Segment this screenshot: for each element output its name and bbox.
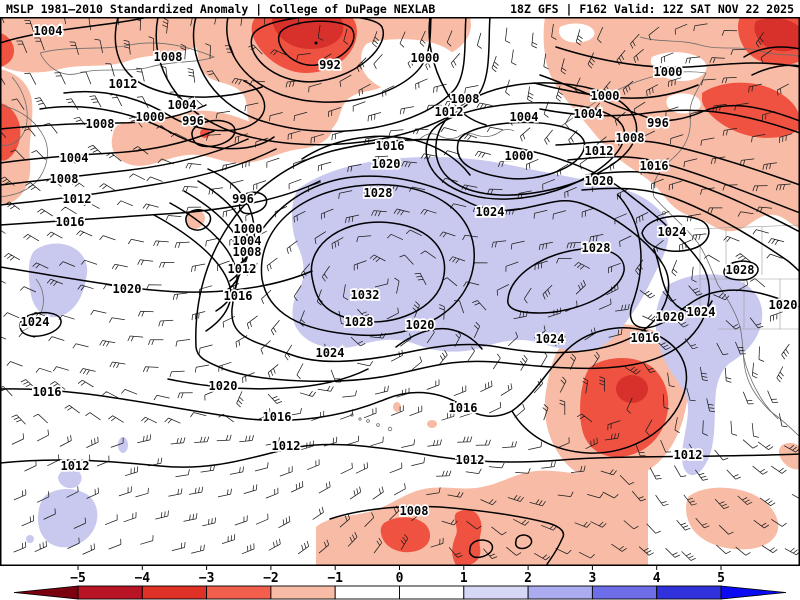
svg-text:1016: 1016 (33, 385, 62, 399)
colorbar-left-arrow (13, 585, 79, 600)
svg-text:1000: 1000 (234, 222, 263, 236)
colorbar-segment (141, 585, 208, 600)
svg-text:1000: 1000 (591, 89, 620, 103)
colorbar-tick-label: 3 (588, 571, 596, 586)
colorbar-tick-label: −4 (134, 571, 150, 586)
svg-text:996: 996 (182, 114, 204, 128)
svg-text:1028: 1028 (582, 241, 611, 255)
svg-text:1016: 1016 (224, 289, 253, 303)
svg-text:1004: 1004 (60, 151, 89, 165)
svg-text:1000: 1000 (505, 149, 534, 163)
svg-text:1020: 1020 (406, 318, 435, 332)
svg-text:1004: 1004 (168, 98, 197, 112)
svg-text:996: 996 (232, 192, 254, 206)
svg-text:1008: 1008 (400, 504, 429, 518)
svg-text:1024: 1024 (658, 225, 687, 239)
colorbar-segment (399, 585, 465, 600)
titlebar: MSLP 1981–2010 Standardized Anomaly | Co… (0, 0, 800, 17)
svg-text:996: 996 (647, 116, 669, 130)
svg-text:1008: 1008 (233, 245, 262, 259)
svg-text:1020: 1020 (585, 174, 614, 188)
colorbar-segment (77, 585, 143, 600)
svg-text:1024: 1024 (316, 346, 345, 360)
svg-text:1012: 1012 (272, 439, 301, 453)
svg-text:1008: 1008 (154, 50, 183, 64)
colorbar-tick-label: 2 (524, 571, 532, 586)
svg-text:1016: 1016 (56, 215, 85, 229)
svg-text:1012: 1012 (585, 144, 614, 158)
svg-text:992: 992 (319, 58, 341, 72)
low-center-marks (314, 41, 524, 159)
colorbar-segment (206, 585, 272, 600)
svg-text:1012: 1012 (674, 448, 703, 462)
model-run-info: 18Z GFS | F162 Valid: 12Z SAT NOV 22 202… (510, 1, 794, 16)
colorbar-segment (591, 585, 658, 600)
colorbar-tick-label: −3 (199, 571, 215, 586)
svg-text:1020: 1020 (372, 157, 401, 171)
colorbar-segment (270, 585, 336, 600)
colorbar-tick-label: 0 (396, 571, 404, 586)
svg-text:1012: 1012 (435, 105, 464, 119)
svg-text:1016: 1016 (263, 410, 292, 424)
colorbar-right-arrow (720, 585, 787, 600)
svg-text:1008: 1008 (451, 92, 480, 106)
svg-text:1012: 1012 (228, 262, 257, 276)
svg-text:1008: 1008 (86, 117, 115, 131)
svg-text:1024: 1024 (476, 205, 505, 219)
svg-text:1000: 1000 (654, 65, 683, 79)
product-title: MSLP 1981–2010 Standardized Anomaly | Co… (6, 1, 436, 16)
svg-text:1024: 1024 (21, 315, 50, 329)
svg-text:1020: 1020 (209, 379, 238, 393)
colorbar-segment (463, 585, 529, 600)
map-frame (0, 17, 800, 566)
svg-text:1016: 1016 (449, 401, 478, 415)
svg-text:1028: 1028 (364, 186, 393, 200)
svg-text:1020: 1020 (113, 282, 142, 296)
colorbar-tick-label: −1 (327, 571, 343, 586)
svg-text:1016: 1016 (376, 139, 405, 153)
colorbar-tick-label: −5 (70, 571, 86, 586)
svg-text:1024: 1024 (687, 305, 716, 319)
svg-text:1020: 1020 (769, 298, 798, 312)
svg-text:1024: 1024 (536, 332, 565, 346)
svg-text:1012: 1012 (456, 453, 485, 467)
svg-text:1008: 1008 (616, 131, 645, 145)
colorbar-tick-label: 1 (460, 571, 468, 586)
colorbar-segment (656, 585, 722, 600)
svg-text:1008: 1008 (50, 172, 79, 186)
svg-text:1004: 1004 (510, 110, 539, 124)
svg-text:1012: 1012 (109, 77, 138, 91)
svg-text:1028: 1028 (726, 263, 755, 277)
svg-text:1020: 1020 (656, 310, 685, 324)
colorbar-tick-label: −2 (263, 571, 279, 586)
svg-text:1004: 1004 (233, 234, 262, 248)
colorbar-segment (334, 585, 400, 600)
colorbar-tick-label: 4 (653, 571, 661, 586)
svg-text:1016: 1016 (631, 331, 660, 345)
anomaly-colorbar: −5 −4 −3 −2 −1 0 1 2 3 4 5 (13, 566, 787, 600)
colorbar-segment (527, 585, 593, 600)
svg-text:1000: 1000 (411, 51, 440, 65)
svg-text:1016: 1016 (640, 159, 669, 173)
svg-text:1004: 1004 (574, 107, 603, 121)
colorbar-tick-label: 5 (717, 571, 725, 586)
svg-text:1012: 1012 (61, 459, 90, 473)
svg-text:1000: 1000 (136, 110, 165, 124)
svg-text:1032: 1032 (351, 288, 380, 302)
svg-text:1028: 1028 (345, 315, 374, 329)
svg-text:1004: 1004 (34, 24, 63, 38)
svg-text:1012: 1012 (63, 192, 92, 206)
